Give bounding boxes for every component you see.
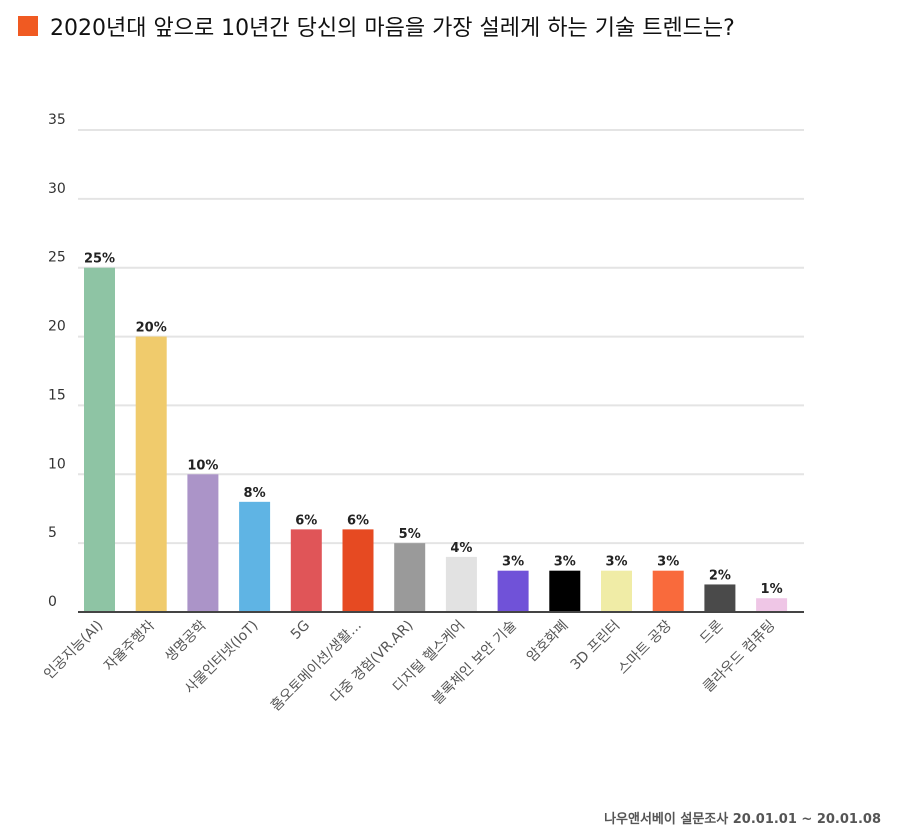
data-label: 3% [605,555,627,570]
data-label: 3% [502,555,524,570]
chart-title: 2020년대 앞으로 10년간 당신의 마음을 가장 설레게 하는 기술 트렌드… [50,16,735,41]
y-tick-label: 15 [48,387,66,403]
y-tick-label: 25 [48,250,66,266]
y-tick-label: 30 [48,181,66,197]
bar [549,570,581,612]
bar [290,529,322,612]
data-label: 10% [187,458,218,473]
bar [239,501,271,612]
chart-title-row: 2020년대 앞으로 10년간 당신의 마음을 가장 설레게 하는 기술 트렌드… [18,10,735,42]
title-marker [18,16,38,36]
bar [601,570,632,612]
data-label: 20% [136,321,167,336]
y-tick-label: 35 [48,112,66,128]
bar [187,474,219,612]
data-label: 5% [399,527,421,542]
data-label: 3% [657,555,679,570]
data-label: 8% [244,486,266,501]
bar [342,529,374,612]
x-tick-label: 드론 [697,617,727,647]
x-tick-label: 5G [288,618,313,643]
data-label: 2% [709,568,731,583]
y-tick-label: 0 [48,594,57,610]
y-tick-label: 20 [48,319,66,335]
y-tick-label: 10 [48,456,66,472]
data-label: 25% [84,252,115,267]
bar [445,556,477,612]
data-label: 1% [761,582,783,597]
data-label: 6% [295,513,317,528]
bar [652,570,684,612]
bar [84,267,115,612]
bar [756,598,788,612]
data-label: 6% [347,513,369,528]
data-label: 3% [554,555,576,570]
x-tick-label: 자율주행차 [101,617,158,674]
bar [394,543,426,612]
y-tick-label: 5 [48,525,57,541]
x-tick-label: 홈오토메이션/생활... [268,618,365,715]
bar [704,584,736,612]
x-tick-label: 생명공학 [162,617,210,665]
data-label: 4% [450,541,472,556]
x-tick-label: 암호화폐 [524,618,572,666]
x-tick-label: 스마트 공장 [615,617,675,677]
source-note: 나우앤서베이 설문조사 20.01.01 ~ 20.01.08 [604,812,881,827]
bar [135,336,167,612]
bar [497,570,529,612]
x-tick-label: 인공지능(AI) [41,618,106,683]
